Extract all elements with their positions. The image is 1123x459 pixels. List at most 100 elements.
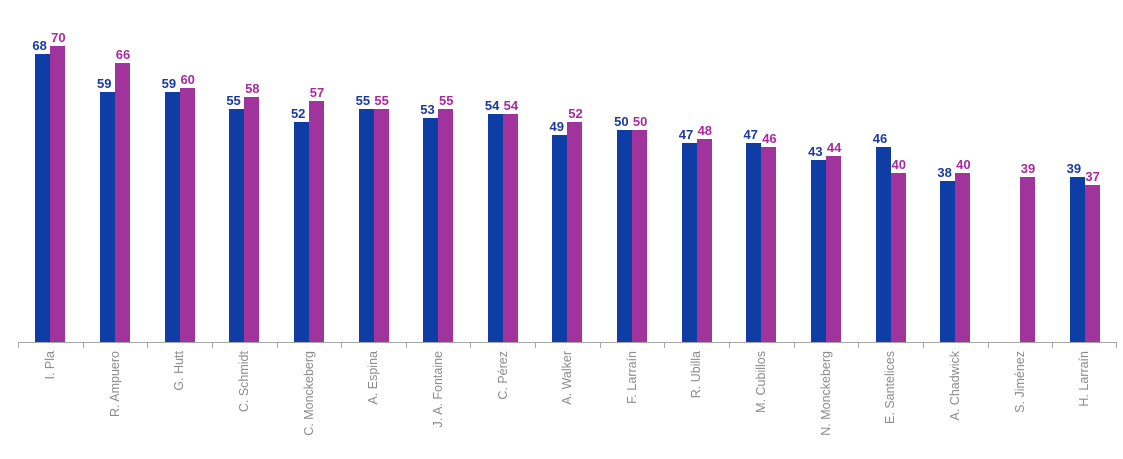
bar-value-label: 52: [290, 106, 306, 121]
bar-group: 59 60: [147, 0, 212, 342]
category-cell: M. Cubillos: [729, 343, 794, 459]
blue-series-bar: 49: [550, 120, 568, 342]
category-label: C. Pérez: [495, 351, 510, 400]
magenta-series-bar: 37: [1084, 170, 1100, 342]
blue-series-bar: 47: [743, 128, 762, 342]
bar-value-label: 53: [420, 102, 435, 117]
bar-group: 50 50: [600, 0, 665, 342]
x-axis: I. Pla R. Ampuero G. Hutt C. Schmidt C. Monc…: [18, 342, 1117, 459]
blue-series-bar: 59: [162, 77, 180, 342]
magenta-series-bar: 70: [50, 31, 66, 342]
magenta-series-bar: 55: [373, 94, 389, 342]
category-cell: R. Ubilla: [664, 343, 729, 459]
bar-group: 38 40: [923, 0, 988, 342]
category-cell: S. Jiménez: [987, 343, 1053, 459]
blue-series-bar: 59: [97, 77, 115, 342]
bar-group: 68 70: [18, 0, 83, 342]
category-label: G. Hutt: [172, 351, 187, 391]
magenta-series-bar: 48: [696, 124, 712, 342]
magenta-series-bar: 55: [438, 94, 453, 342]
bar-group: 43 44: [794, 0, 859, 342]
magenta-series-bar: 54: [502, 99, 518, 342]
category-label: J. A. Fontaine: [430, 351, 445, 428]
bar-group: 39 37: [1052, 0, 1117, 342]
magenta-series-bar: 39: [1019, 162, 1035, 342]
bar-value-label: 49: [549, 119, 564, 134]
blue-series-bar: 55: [356, 94, 374, 342]
blue-series-bar: 47: [679, 128, 697, 342]
blue-series-bar: 55: [226, 94, 245, 342]
bar-value-label: 39: [1020, 161, 1036, 176]
blue-series-bar: 54: [485, 99, 503, 342]
category-label: I. Pla: [43, 351, 58, 380]
category-cell: N. Monckeberg: [793, 343, 859, 459]
category-cell: H. Larraín: [1052, 343, 1117, 459]
bar-value-label: 47: [743, 127, 758, 142]
category-label: M. Cubillos: [754, 351, 769, 413]
category-label: S. Jiménez: [1012, 351, 1027, 413]
bar-value-label: 40: [891, 157, 906, 172]
bar-value-label: 66: [115, 47, 131, 62]
category-cell: C. Schmidt: [211, 343, 277, 459]
bar-value-label: 39: [1066, 161, 1082, 176]
bar-value-label: 54: [503, 98, 519, 113]
blue-series-bar: 50: [614, 115, 633, 342]
bar-value-label: 46: [872, 131, 888, 146]
category-label: R. Ampuero: [107, 351, 122, 418]
bar-group: 52 57: [277, 0, 342, 342]
magenta-series-bar: 40: [890, 158, 906, 342]
bar-value-label: 38: [937, 165, 952, 180]
bar-group: 46 40: [858, 0, 923, 342]
bar-value-label: 50: [614, 114, 629, 129]
bar-group: 53 55: [406, 0, 471, 342]
blue-series-bar: 38: [937, 166, 956, 342]
bar-value-label: 47: [678, 127, 694, 142]
bar-value-label: 59: [161, 76, 177, 91]
category-label: C. Monckeberg: [301, 351, 316, 436]
category-label: A. Walker: [560, 351, 575, 405]
blue-series-bar: 53: [420, 103, 439, 342]
bar-group: 49 52: [535, 0, 600, 342]
plot-area: 68 70 59 66 59 60 55 58 52 57 55 55 53 55 54 54 49 52 50 50…: [18, 0, 1117, 342]
bar-value-label: 55: [355, 93, 371, 108]
blue-series-bar: 43: [808, 145, 826, 342]
category-cell: R. Ampuero: [82, 343, 148, 459]
magenta-series-bar: 44: [826, 141, 841, 342]
category-cell: A. Espina: [341, 343, 406, 459]
bar-value-label: 55: [374, 93, 389, 108]
bar-group: 59 66: [83, 0, 148, 342]
bar-value-label: 52: [568, 106, 583, 121]
bar-value-label: 48: [697, 123, 713, 138]
bar-value-label: 57: [309, 85, 325, 100]
category-label: R. Ubilla: [689, 351, 704, 399]
magenta-series-bar: 60: [179, 73, 195, 342]
category-cell: C. Monckeberg: [276, 343, 342, 459]
category-label: H. Larraín: [1077, 351, 1092, 407]
blue-series-bar: 68: [32, 39, 51, 342]
blue-series-bar: 39: [1067, 162, 1085, 342]
magenta-series-bar: 50: [632, 115, 647, 342]
bar-group: 39: [988, 0, 1053, 342]
bar-group: 54 54: [470, 0, 535, 342]
bar-value-label: 70: [51, 30, 66, 45]
bar-value-label: 37: [1085, 169, 1100, 184]
bar-group: 47 48: [664, 0, 729, 342]
category-label: N. Monckeberg: [818, 351, 833, 436]
category-label: C. Schmidt: [236, 351, 251, 413]
blue-series-bar: 46: [873, 132, 891, 342]
bar-value-label: 50: [632, 114, 648, 129]
blue-series-bar: 52: [291, 107, 309, 342]
category-cell: C. Pérez: [470, 343, 535, 459]
bar-value-label: 60: [180, 72, 195, 87]
magenta-series-bar: 58: [244, 82, 260, 342]
bar-value-label: 43: [808, 144, 823, 159]
category-cell: A. Walker: [535, 343, 600, 459]
bar-value-label: 46: [762, 131, 777, 146]
bar-value-label: 54: [484, 98, 500, 113]
bar-value-label: 44: [826, 140, 842, 155]
magenta-series-bar: 57: [308, 86, 324, 342]
bar-group: 55 58: [212, 0, 277, 342]
category-label: A. Chadwick: [948, 351, 963, 421]
category-cell: E. Santelices: [858, 343, 923, 459]
